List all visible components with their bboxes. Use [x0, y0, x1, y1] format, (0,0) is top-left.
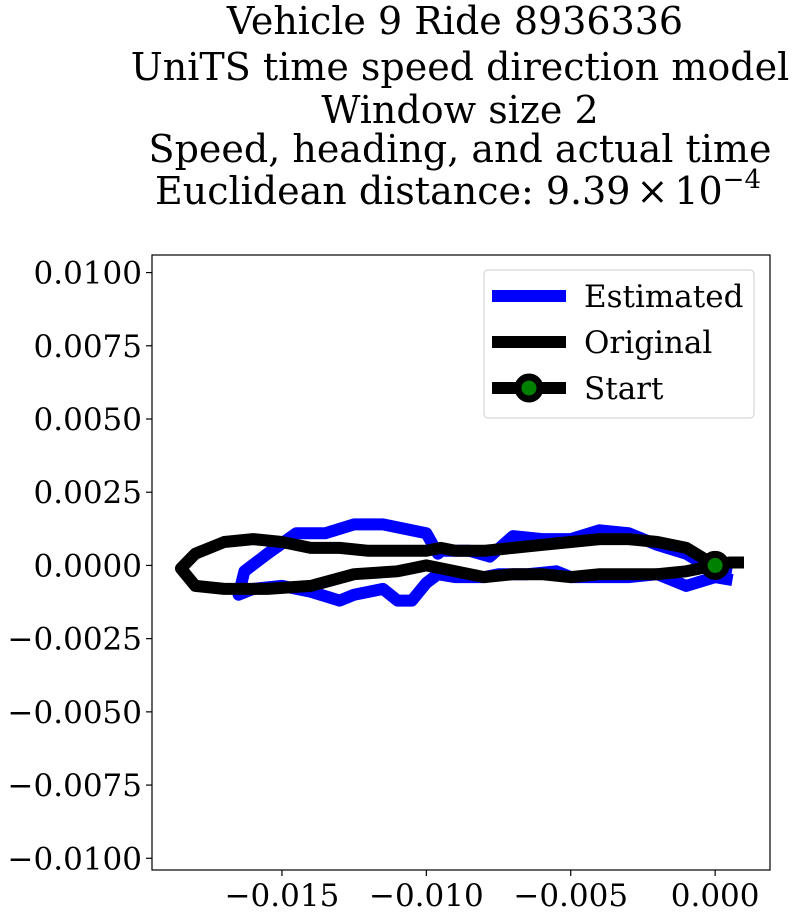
y-tick-label: 0.0050: [34, 402, 142, 438]
x-tick-label: −0.015: [225, 878, 340, 914]
y-tick-label: −0.0050: [8, 695, 142, 731]
title-distance-times: ×: [636, 169, 668, 213]
legend-start-label: Start: [584, 371, 664, 407]
title-distance-mantissa: 9.39: [546, 169, 631, 213]
title-line-2: UniTS time speed direction model: [131, 45, 790, 89]
y-tick-label: −0.0100: [8, 841, 142, 877]
plot-frame: [151, 254, 771, 871]
y-tick-label: 0.0000: [34, 548, 142, 584]
title-distance-exponent: −4: [723, 165, 761, 195]
y-tick-label: 0.0025: [34, 475, 142, 511]
y-axis: 0.0100 0.0075 0.0050 0.0025 0.0000 −0.0025 −0.…: [8, 256, 152, 877]
legend: Estimated Original Start: [483, 269, 755, 419]
start-marker: [700, 550, 730, 580]
x-tick-label: 0.000: [671, 878, 760, 914]
series-layer: [174, 518, 744, 607]
title-line-4: Speed, heading, and actual time: [149, 127, 772, 171]
x-tick-label: −0.005: [513, 878, 628, 914]
y-tick-label: −0.0075: [8, 768, 142, 804]
chart-title: Vehicle 9 Ride 8936336 UniTS time speed …: [131, 0, 790, 213]
y-tick-label: 0.0100: [34, 256, 142, 292]
title-distance-base: 10: [674, 169, 722, 213]
title-line-1: Vehicle 9 Ride 8936336: [226, 0, 683, 43]
x-axis: −0.015 −0.010 −0.005 0.000: [225, 870, 760, 914]
x-tick-label: −0.010: [369, 878, 484, 914]
title-line-3: Window size 2: [321, 88, 598, 132]
legend-start-marker: [514, 373, 544, 403]
marker-layer: [700, 550, 730, 580]
legend-original-label: Original: [584, 325, 712, 361]
title-line-5: Euclidean distance: 9.39 × 10−4: [155, 165, 761, 213]
title-distance-prefix: Euclidean distance:: [155, 169, 546, 213]
legend-estimated-label: Estimated: [584, 279, 743, 315]
legend-box: [483, 269, 755, 419]
series-line-original: [174, 533, 744, 595]
y-tick-label: −0.0025: [8, 622, 142, 658]
y-tick-label: 0.0075: [34, 329, 142, 365]
